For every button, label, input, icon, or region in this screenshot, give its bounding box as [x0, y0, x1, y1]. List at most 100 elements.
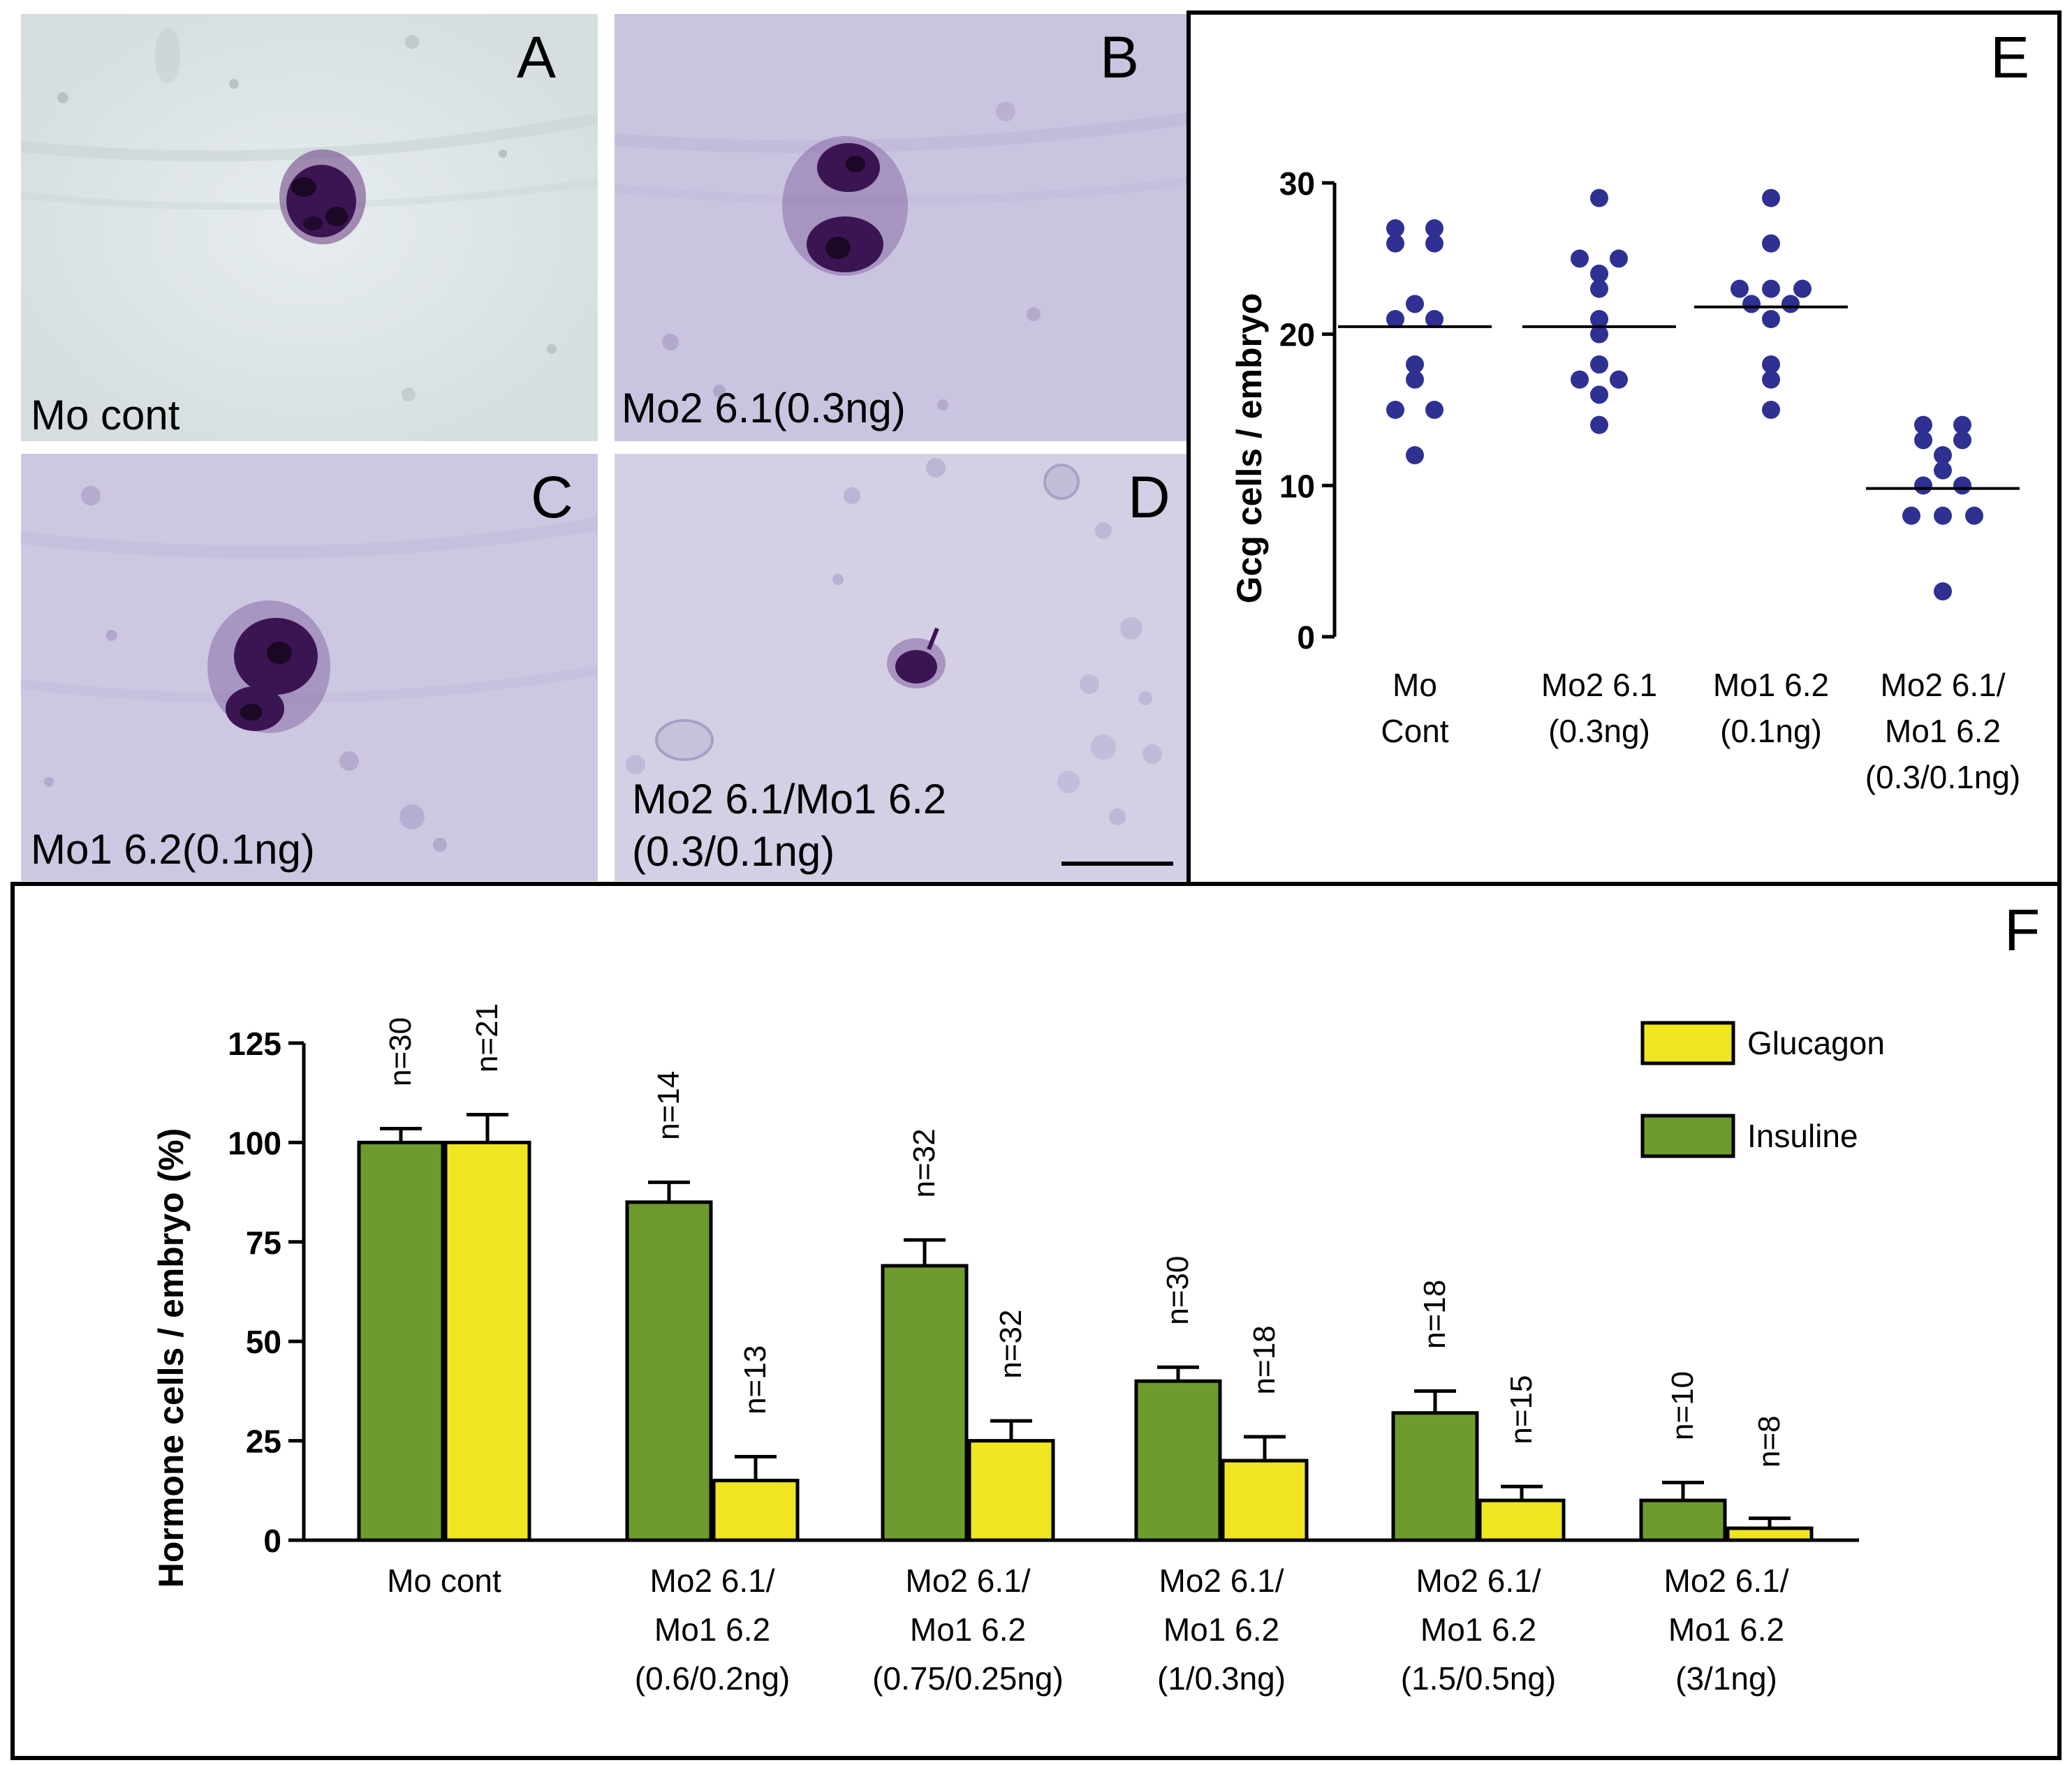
panel-caption-c: Mo1 6.2(0.1ng) — [31, 826, 315, 873]
chart-e-point — [1914, 476, 1932, 495]
chart-e-point — [1762, 234, 1780, 253]
chart-f-category-label: Mo2 6.1/ — [906, 1563, 1031, 1599]
chart-e-point — [1762, 401, 1780, 419]
chart-e-point — [1781, 295, 1800, 313]
chart-e-point — [1934, 582, 1952, 600]
chart-e-y-tick-label: 30 — [1279, 165, 1315, 202]
chart-f-n-label-glucagon: n=15 — [1504, 1375, 1538, 1445]
chart-e-point — [1793, 279, 1812, 298]
chart-f-bar-glucagon — [443, 1140, 531, 1542]
chart-f-n-label-insuline: n=30 — [1161, 1256, 1195, 1325]
chart-e-point — [1386, 310, 1404, 328]
chart-f-bar-glucagon — [1478, 1498, 1566, 1542]
chart-e-point — [1386, 234, 1404, 253]
chart-e-category-label: Cont — [1381, 713, 1448, 749]
panel-label-d: D — [1128, 464, 1170, 530]
chart-e-category-label: (0.3ng) — [1548, 713, 1650, 749]
chart-f-category-label: Mo cont — [387, 1563, 501, 1599]
chart-f-category-label: Mo2 6.1/ — [1159, 1563, 1284, 1599]
panel-caption-d-line1: Mo2 6.1/Mo1 6.2 — [632, 776, 947, 822]
chart-e-point — [1406, 446, 1424, 464]
chart-f-legend-swatch — [1640, 1114, 1735, 1158]
chart-e-point — [1953, 476, 1971, 495]
chart-f-bar-glucagon — [1726, 1526, 1814, 1542]
chart-f-category-label: Mo1 6.2 — [1668, 1611, 1784, 1648]
chart-f-category-label: (0.6/0.2ng) — [635, 1660, 790, 1697]
chart-e-point — [1425, 234, 1443, 253]
chart-f-legend-label: Glucagon — [1747, 1025, 1885, 1061]
chart-e-point — [1590, 355, 1608, 374]
chart-f-category-label: (1.5/0.5ng) — [1401, 1660, 1556, 1697]
chart-e-point — [1953, 415, 1971, 434]
chart-e-point — [1914, 431, 1932, 450]
chart-f-category-label: Mo2 6.1/ — [1664, 1563, 1789, 1599]
chart-f-n-label-glucagon: n=18 — [1247, 1325, 1281, 1394]
chart-f-y-tick-label: 25 — [246, 1424, 281, 1460]
chart-e-point — [1762, 279, 1780, 298]
chart-e-point — [1762, 310, 1780, 328]
micrograph-panel-c — [21, 454, 598, 881]
micrograph-panel-a — [21, 14, 598, 441]
panel-label-c: C — [531, 464, 573, 530]
chart-f-n-label-insuline: n=14 — [652, 1071, 686, 1140]
panel-label-e: E — [1990, 24, 2030, 90]
chart-f-bar-glucagon — [1221, 1458, 1309, 1542]
chart-f-n-label-glucagon: n=32 — [994, 1310, 1028, 1379]
chart-f-y-tick-label: 125 — [228, 1026, 281, 1062]
chart-e-category-label: (0.1ng) — [1720, 713, 1822, 749]
micrograph-b-image — [615, 14, 1187, 441]
chart-e-point — [1590, 415, 1608, 434]
chart-f-y-tick-label: 100 — [228, 1125, 281, 1161]
chart-e-point — [1425, 401, 1443, 419]
chart-f-n-label-glucagon: n=21 — [470, 1003, 504, 1072]
chart-f-category-label: (0.75/0.25ng) — [872, 1660, 1064, 1697]
panel-caption-b: Mo2 6.1(0.3ng) — [622, 385, 906, 431]
panel-caption-a: Mo cont — [31, 392, 180, 438]
panel-label-b: B — [1100, 24, 1140, 90]
chart-e-point — [1590, 279, 1608, 298]
chart-f-n-label-insuline: n=32 — [907, 1128, 941, 1197]
chart-e-category-label: Mo2 6.1/ — [1881, 667, 2006, 703]
micrograph-panel-d — [615, 454, 1187, 881]
chart-e-point — [1425, 310, 1443, 328]
chart-e-point — [1571, 249, 1589, 268]
chart-e-point — [1425, 219, 1443, 237]
chart-f-category-label: Mo2 6.1/ — [650, 1563, 775, 1599]
chart-e-point — [1902, 506, 1920, 525]
chart-e-point — [1590, 310, 1608, 328]
panel-label-f: F — [2004, 897, 2041, 963]
chart-f-bar-insuline — [625, 1200, 713, 1542]
chart-e-y-tick-label: 20 — [1279, 317, 1315, 353]
chart-f-bar-glucagon — [967, 1439, 1055, 1542]
chart-e-point — [1965, 506, 1983, 525]
chart-e-point — [1406, 295, 1424, 313]
chart-f-bar-insuline — [881, 1264, 969, 1542]
chart-e-point — [1386, 401, 1404, 419]
chart-e-point — [1934, 506, 1952, 525]
chart-e-point — [1731, 279, 1749, 298]
chart-f-n-label-glucagon: n=8 — [1752, 1415, 1786, 1468]
chart-e-point — [1914, 415, 1932, 434]
chart-e: Gcg cells / embryo 0 10 20 30 Mo Cont Mo2 6.1 (… — [1230, 165, 2020, 795]
chart-f-bar-insuline — [1391, 1411, 1479, 1542]
chart-e-point — [1762, 355, 1780, 374]
panel-label-a: A — [517, 24, 557, 90]
chart-e-point — [1590, 265, 1608, 283]
chart-f-category-label: Mo2 6.1/ — [1416, 1563, 1541, 1599]
chart-e-point — [1762, 189, 1780, 207]
chart-f-bar-insuline — [1134, 1379, 1222, 1542]
chart-f-n-label-insuline: n=18 — [1418, 1280, 1452, 1349]
micrograph-panel-b — [615, 14, 1187, 441]
chart-f-category-label: Mo1 6.2 — [1420, 1611, 1536, 1648]
chart-f-bar-insuline — [1639, 1498, 1727, 1542]
chart-e-category-label: (0.3/0.1ng) — [1865, 759, 2020, 795]
chart-f-ylabel: Hormone cells / embryo (%) — [152, 1128, 191, 1588]
chart-f-n-label-insuline: n=10 — [1666, 1371, 1700, 1440]
chart-e-y-tick-label: 0 — [1297, 619, 1315, 656]
chart-e-ylabel: Gcg cells / embryo — [1230, 293, 1269, 604]
chart-e-point — [1386, 219, 1404, 237]
chart-f-n-label-glucagon: n=13 — [738, 1345, 772, 1415]
chart-e-point — [1742, 295, 1761, 313]
